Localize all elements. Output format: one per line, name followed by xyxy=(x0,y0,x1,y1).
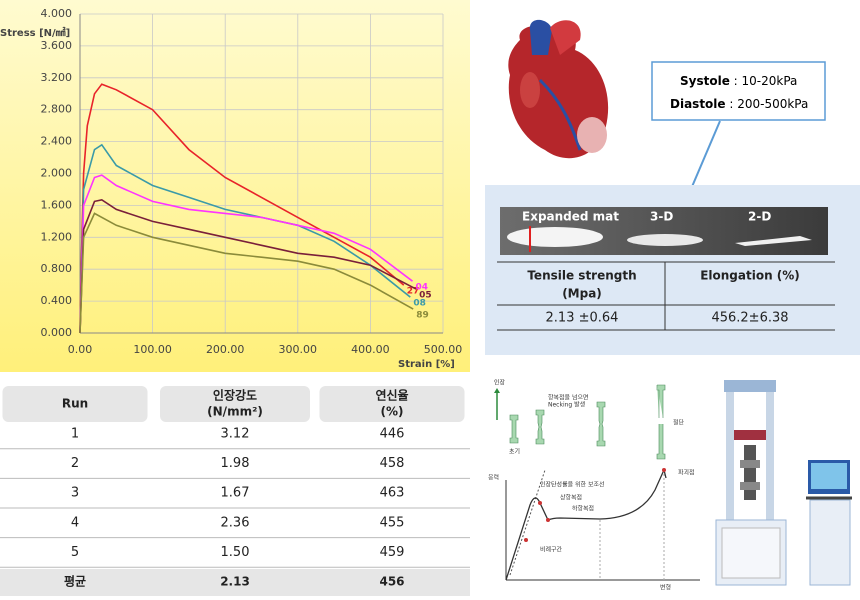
table-cell: 2 xyxy=(71,456,79,471)
table-cell: 4 xyxy=(71,515,79,530)
diagram-label: Necking 발생 xyxy=(548,401,585,409)
x-tick-label: 300.00 xyxy=(279,343,318,356)
diagram-label: 인장탄성률을 위한 보조선 xyxy=(540,481,605,489)
x-tick-label: 100.00 xyxy=(133,343,172,356)
curve xyxy=(505,468,667,581)
table-cell: 1.50 xyxy=(221,545,250,560)
specimen xyxy=(535,409,545,445)
point xyxy=(524,538,528,542)
y-tick-label: 2.400 xyxy=(41,135,73,148)
y-tick-label: 1.200 xyxy=(41,230,73,243)
sample-piece xyxy=(627,234,703,246)
table-cell: 1.67 xyxy=(221,486,250,501)
header-cell xyxy=(160,386,310,422)
x-tick-label: 400.00 xyxy=(351,343,390,356)
tensile-diagram: 인장 항복점을 넘으면 Necking 발생 절단 초기 응력 인장탄성률을 위… xyxy=(488,379,700,592)
x-tick-label: 500.00 xyxy=(424,343,463,356)
photo-label: 2-D xyxy=(748,210,771,224)
header-text: Run xyxy=(62,397,88,411)
callout-line: Systole : 10-20kPa xyxy=(680,74,797,88)
series-end-label: 04 xyxy=(416,283,429,293)
sample-piece xyxy=(507,227,603,247)
heart-illustration xyxy=(508,19,609,159)
table-cell: 459 xyxy=(380,545,405,560)
series-line xyxy=(79,198,417,334)
table-header: Tensile strength xyxy=(527,269,636,283)
series-end-label: 05 xyxy=(419,291,432,301)
table-cell: 3.12 xyxy=(221,427,250,442)
diagram-label: 절단 xyxy=(673,419,685,427)
table-cell: 455 xyxy=(380,515,405,530)
header-cell xyxy=(319,386,465,422)
diagram-label: 파괴점 xyxy=(678,469,695,477)
diagram-label: 초기 xyxy=(509,448,520,456)
table-cell: 2.13 xyxy=(220,575,250,589)
series-end-label: 89 xyxy=(416,311,429,321)
diagram-label: 항복점을 넘으면 xyxy=(548,394,589,402)
header-cell xyxy=(2,386,148,422)
specimen xyxy=(509,414,519,444)
x-tick-label: 0.00 xyxy=(68,343,93,356)
y-tick-label: 4.000 xyxy=(41,7,73,20)
y-tick-label: 2.000 xyxy=(41,167,73,180)
stress-strain-chart: 0.000 0.400 0.800 1.200 1.600 2.000 2.400 2.800… xyxy=(0,7,462,370)
series-end-label: 27 xyxy=(407,287,420,297)
table-cell: 1 xyxy=(71,427,79,442)
callout-box xyxy=(651,61,826,121)
header-text: 연신율 xyxy=(375,388,408,403)
y-tick-label: 2.800 xyxy=(41,103,73,116)
sample-piece xyxy=(735,236,812,246)
table-cell: 456 xyxy=(379,575,404,589)
y-axis-label: Stress [N/㎟] xyxy=(0,26,70,39)
guide-line xyxy=(509,469,546,576)
table-cell: 458 xyxy=(380,456,405,471)
summary-row xyxy=(0,569,470,596)
results-table: Run 인장강도 (N/mm²) 연신율 (%) 1 3.12 446 2 1.98 458 3 1.6… xyxy=(0,378,470,596)
table-header: (Mpa) xyxy=(562,287,602,301)
chart-background xyxy=(0,0,470,372)
diagram-label: 응력 xyxy=(488,474,499,482)
testing-machine xyxy=(715,380,852,586)
diagram-label: 변형 xyxy=(660,584,671,592)
callout-line: Diastole : 200-500kPa xyxy=(670,97,808,111)
series-end-label: 08 xyxy=(413,299,426,309)
series-line xyxy=(79,212,414,334)
table-cell: 평균 xyxy=(64,575,86,589)
specimen xyxy=(596,401,606,447)
point xyxy=(538,501,542,505)
diagram-label: 비례구간 xyxy=(540,546,563,554)
specimen xyxy=(656,384,666,460)
header-text: (%) xyxy=(381,405,404,419)
x-axis-label: Strain [%] xyxy=(398,359,455,370)
table-cell: 456.2±6.38 xyxy=(711,311,788,326)
header-text: (N/mm²) xyxy=(207,405,263,419)
table-cell: 1.98 xyxy=(221,456,250,471)
diagram-label: 상항복점 xyxy=(560,494,582,502)
table-header: Elongation (%) xyxy=(700,269,800,283)
diagram-label: 하항복점 xyxy=(572,505,594,513)
y-tick-label: 0.000 xyxy=(41,326,73,339)
point xyxy=(662,468,666,472)
x-tick-label: 200.00 xyxy=(206,343,245,356)
series-line xyxy=(79,174,413,334)
table-cell: 446 xyxy=(380,427,405,442)
table-cell: 3 xyxy=(71,486,79,501)
photo-label: 3-D xyxy=(650,210,673,224)
table-cell: 5 xyxy=(71,545,79,560)
diagram-label: 인장 xyxy=(494,379,506,387)
table-cell: 2.13 ±0.64 xyxy=(546,311,619,326)
y-tick-label: 0.800 xyxy=(41,262,73,275)
y-tick-label: 1.600 xyxy=(41,198,73,211)
y-tick-label: 3.600 xyxy=(41,39,73,52)
table-cell: 2.36 xyxy=(221,515,250,530)
series-line xyxy=(79,143,411,334)
table-cell: 463 xyxy=(380,486,405,501)
point xyxy=(546,518,550,522)
header-text: 인장강도 xyxy=(213,388,257,403)
y-tick-label: 3.200 xyxy=(41,71,73,84)
photo-label: Expanded mat xyxy=(522,210,619,224)
arrow xyxy=(494,388,500,393)
y-tick-label: 0.400 xyxy=(41,294,73,307)
